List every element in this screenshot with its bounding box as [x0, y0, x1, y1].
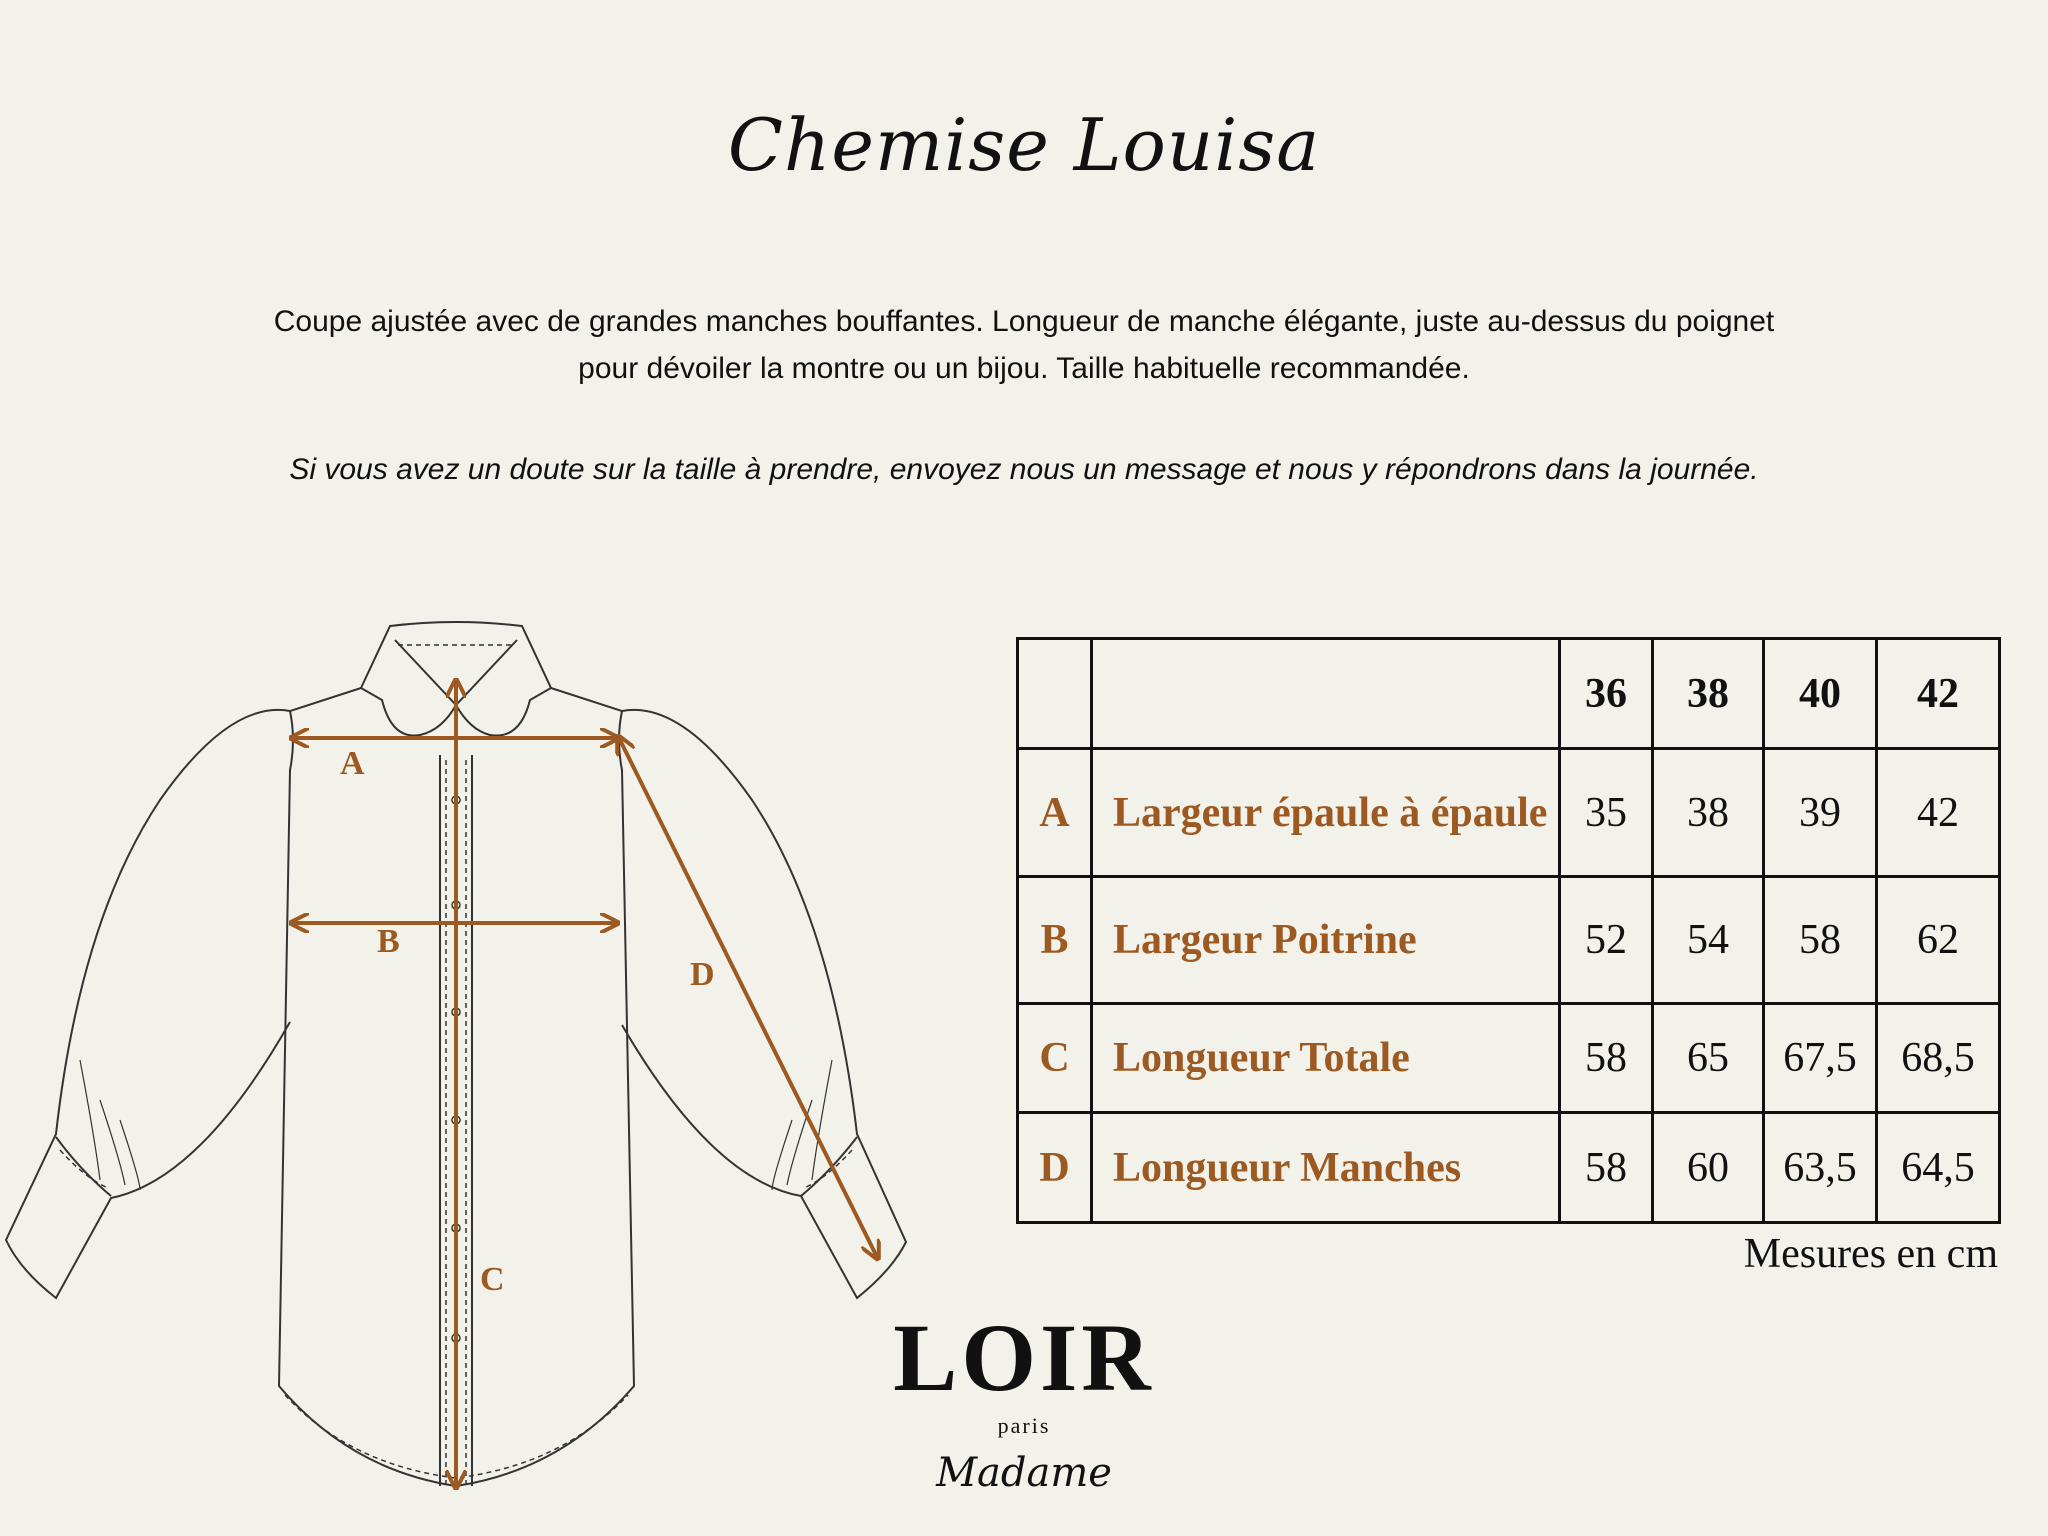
size-header-row: 36 38 40 42: [1016, 637, 2001, 750]
cell-value: 65: [1651, 1002, 1765, 1114]
brand-city: paris: [997, 1413, 1051, 1438]
row-letter: C: [1016, 1002, 1093, 1114]
table-row: D Longueur Manches 58 60 63,5 64,5: [1016, 1111, 2001, 1224]
page-title: Chemise Louisa: [727, 103, 1321, 187]
row-label: Largeur épaule à épaule: [1090, 747, 1561, 878]
cell-value: 67,5: [1762, 1002, 1878, 1114]
size-header: 38: [1651, 637, 1765, 750]
label-c: C: [480, 1261, 505, 1298]
cell-value: 35: [1558, 747, 1654, 878]
cell-value: 62: [1875, 875, 2001, 1005]
cell-value: 58: [1762, 875, 1878, 1005]
units-note: Mesures en cm: [1743, 1231, 1998, 1277]
table-row: A Largeur épaule à épaule 35 38 39 42: [1016, 747, 2001, 878]
label-d: D: [690, 956, 715, 993]
cell-value: 39: [1762, 747, 1878, 878]
size-header: 36: [1558, 637, 1654, 750]
cell-value: 42: [1875, 747, 2001, 878]
cell-value: 38: [1651, 747, 1765, 878]
row-letter: A: [1016, 747, 1093, 878]
label-a: A: [340, 745, 365, 782]
size-header: 42: [1875, 637, 2001, 750]
cell-value: 68,5: [1875, 1002, 2001, 1114]
cell-value: 64,5: [1875, 1111, 2001, 1224]
row-label: Largeur Poitrine: [1090, 875, 1561, 1005]
cell-value: 63,5: [1762, 1111, 1878, 1224]
brand-line: Madame: [936, 1450, 1112, 1496]
size-help-note: Si vous avez un doute sur la taille à pr…: [289, 453, 1759, 486]
cell-value: 54: [1651, 875, 1765, 1005]
product-description: Coupe ajustée avec de grandes manches bo…: [273, 305, 1775, 385]
cell-value: 60: [1651, 1111, 1765, 1224]
table-row: C Longueur Totale 58 65 67,5 68,5: [1016, 1002, 2001, 1114]
brand-logo: LOIR: [893, 1304, 1155, 1411]
cell-value: 52: [1558, 875, 1654, 1005]
row-letter: D: [1016, 1111, 1093, 1224]
size-header: 40: [1762, 637, 1878, 750]
cell-value: 58: [1558, 1111, 1654, 1224]
arrow-d: [619, 738, 877, 1257]
table-row: B Largeur Poitrine 52 54 58 62: [1016, 875, 2001, 1005]
label-b: B: [377, 923, 400, 960]
row-label: Longueur Manches: [1090, 1111, 1561, 1224]
cell-value: 58: [1558, 1002, 1654, 1114]
row-letter: B: [1016, 875, 1093, 1005]
row-label: Longueur Totale: [1090, 1002, 1561, 1114]
size-table: 36 38 40 42 A Largeur épaule à épaule 35…: [1016, 637, 2001, 1224]
